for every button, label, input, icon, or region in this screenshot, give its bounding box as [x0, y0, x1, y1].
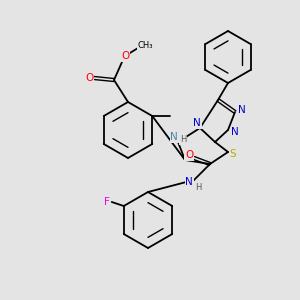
Text: CH₃: CH₃ [137, 40, 153, 50]
Text: F: F [104, 197, 110, 207]
Text: H: H [180, 136, 186, 145]
Text: N: N [170, 132, 178, 142]
Text: N: N [185, 177, 193, 187]
Text: O: O [185, 150, 193, 160]
Text: N: N [238, 105, 246, 115]
Text: S: S [230, 149, 236, 159]
Text: N: N [193, 118, 201, 128]
Text: N: N [231, 127, 239, 137]
Text: O: O [121, 51, 129, 61]
Text: H: H [195, 184, 201, 193]
Text: O: O [85, 73, 93, 83]
